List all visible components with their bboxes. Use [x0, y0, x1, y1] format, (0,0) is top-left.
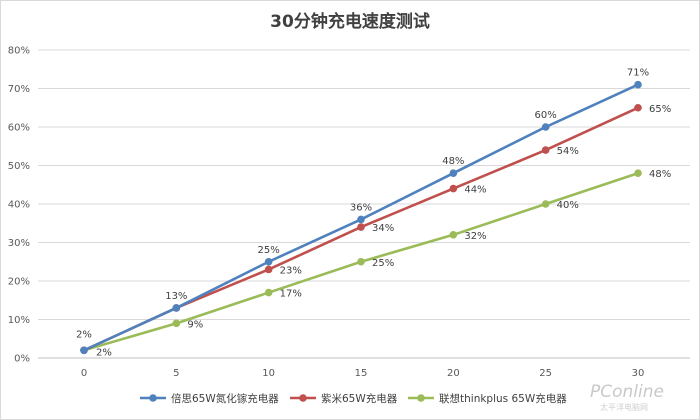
- data-label: 44%: [464, 185, 486, 196]
- legend: 倍思65W氮化镓充电器 紫米65W充电器 联想thinkplus 65W充电器: [140, 392, 567, 405]
- data-label: 48%: [649, 169, 671, 180]
- data-label: 32%: [464, 231, 486, 242]
- data-label: 13%: [165, 291, 187, 302]
- series-point: [634, 103, 642, 112]
- series-point: [634, 169, 642, 177]
- data-label: 34%: [372, 223, 394, 234]
- series-point: [264, 265, 273, 274]
- x-tick-label: 15: [355, 368, 368, 379]
- y-tick-label: 30%: [8, 238, 30, 249]
- legend-label: 联想thinkplus 65W充电器: [439, 392, 567, 405]
- data-label: 25%: [258, 245, 280, 256]
- data-label: 71%: [627, 68, 649, 79]
- data-label: 48%: [442, 156, 464, 167]
- watermark-logo: PConline: [590, 382, 664, 402]
- chart-title: 30分钟充电速度测试: [270, 12, 430, 32]
- legend-label: 紫米65W充电器: [321, 392, 398, 405]
- series-point: [541, 200, 550, 208]
- series-point: [634, 80, 642, 89]
- series-point: [357, 215, 365, 224]
- data-label: 9%: [187, 319, 203, 330]
- series-point: [449, 231, 458, 239]
- x-tick-label: 0: [81, 368, 87, 379]
- gridlines: [38, 49, 690, 359]
- x-tick-label: 30: [632, 368, 645, 379]
- y-axis-ticks: 0% 10% 20% 30% 40% 50% 60% 70% 80%: [8, 46, 30, 365]
- data-label: 36%: [350, 202, 372, 213]
- y-tick-label: 60%: [8, 123, 30, 134]
- y-tick-label: 80%: [8, 46, 30, 57]
- series-point: [449, 184, 458, 193]
- y-tick-label: 40%: [8, 200, 30, 211]
- y-tick-label: 50%: [8, 161, 30, 172]
- data-label: 2%: [76, 329, 92, 340]
- data-label: 23%: [280, 265, 302, 276]
- series-point: [264, 288, 273, 297]
- data-label: 2%: [96, 347, 112, 358]
- legend-marker: [149, 394, 157, 402]
- x-tick-label: 5: [173, 368, 179, 379]
- series-point: [541, 123, 550, 131]
- series-point: [541, 146, 550, 154]
- data-labels: 2%13%25%36%48%60%71%2%13%23%34%44%54%65%…: [76, 68, 671, 359]
- series-point: [357, 223, 365, 231]
- series-point: [264, 257, 273, 266]
- series-point: [172, 319, 181, 328]
- data-label: 40%: [557, 200, 579, 211]
- legend-label: 倍思65W氮化镓充电器: [171, 392, 279, 405]
- series-point: [449, 169, 458, 177]
- watermark-subtext: 太平洋电脑网: [600, 403, 648, 412]
- data-label: 60%: [535, 110, 557, 121]
- series-point: [172, 304, 181, 312]
- y-tick-label: 10%: [8, 315, 30, 326]
- x-tick-label: 20: [447, 368, 460, 379]
- series-point: [80, 346, 88, 355]
- legend-marker: [299, 394, 307, 402]
- legend-marker: [417, 394, 425, 402]
- x-axis-ticks: 0 5 10 15 20 25 30: [81, 368, 645, 379]
- y-tick-label: 70%: [8, 84, 30, 95]
- series-point: [357, 257, 365, 266]
- data-label: 25%: [372, 258, 394, 269]
- x-tick-label: 10: [262, 368, 275, 379]
- series-group: [80, 80, 642, 355]
- y-tick-label: 20%: [8, 277, 30, 288]
- data-label: 17%: [280, 289, 302, 300]
- x-tick-label: 25: [539, 368, 552, 379]
- data-label: 65%: [649, 104, 671, 115]
- y-tick-label: 0%: [14, 354, 30, 365]
- data-label: 54%: [557, 146, 579, 157]
